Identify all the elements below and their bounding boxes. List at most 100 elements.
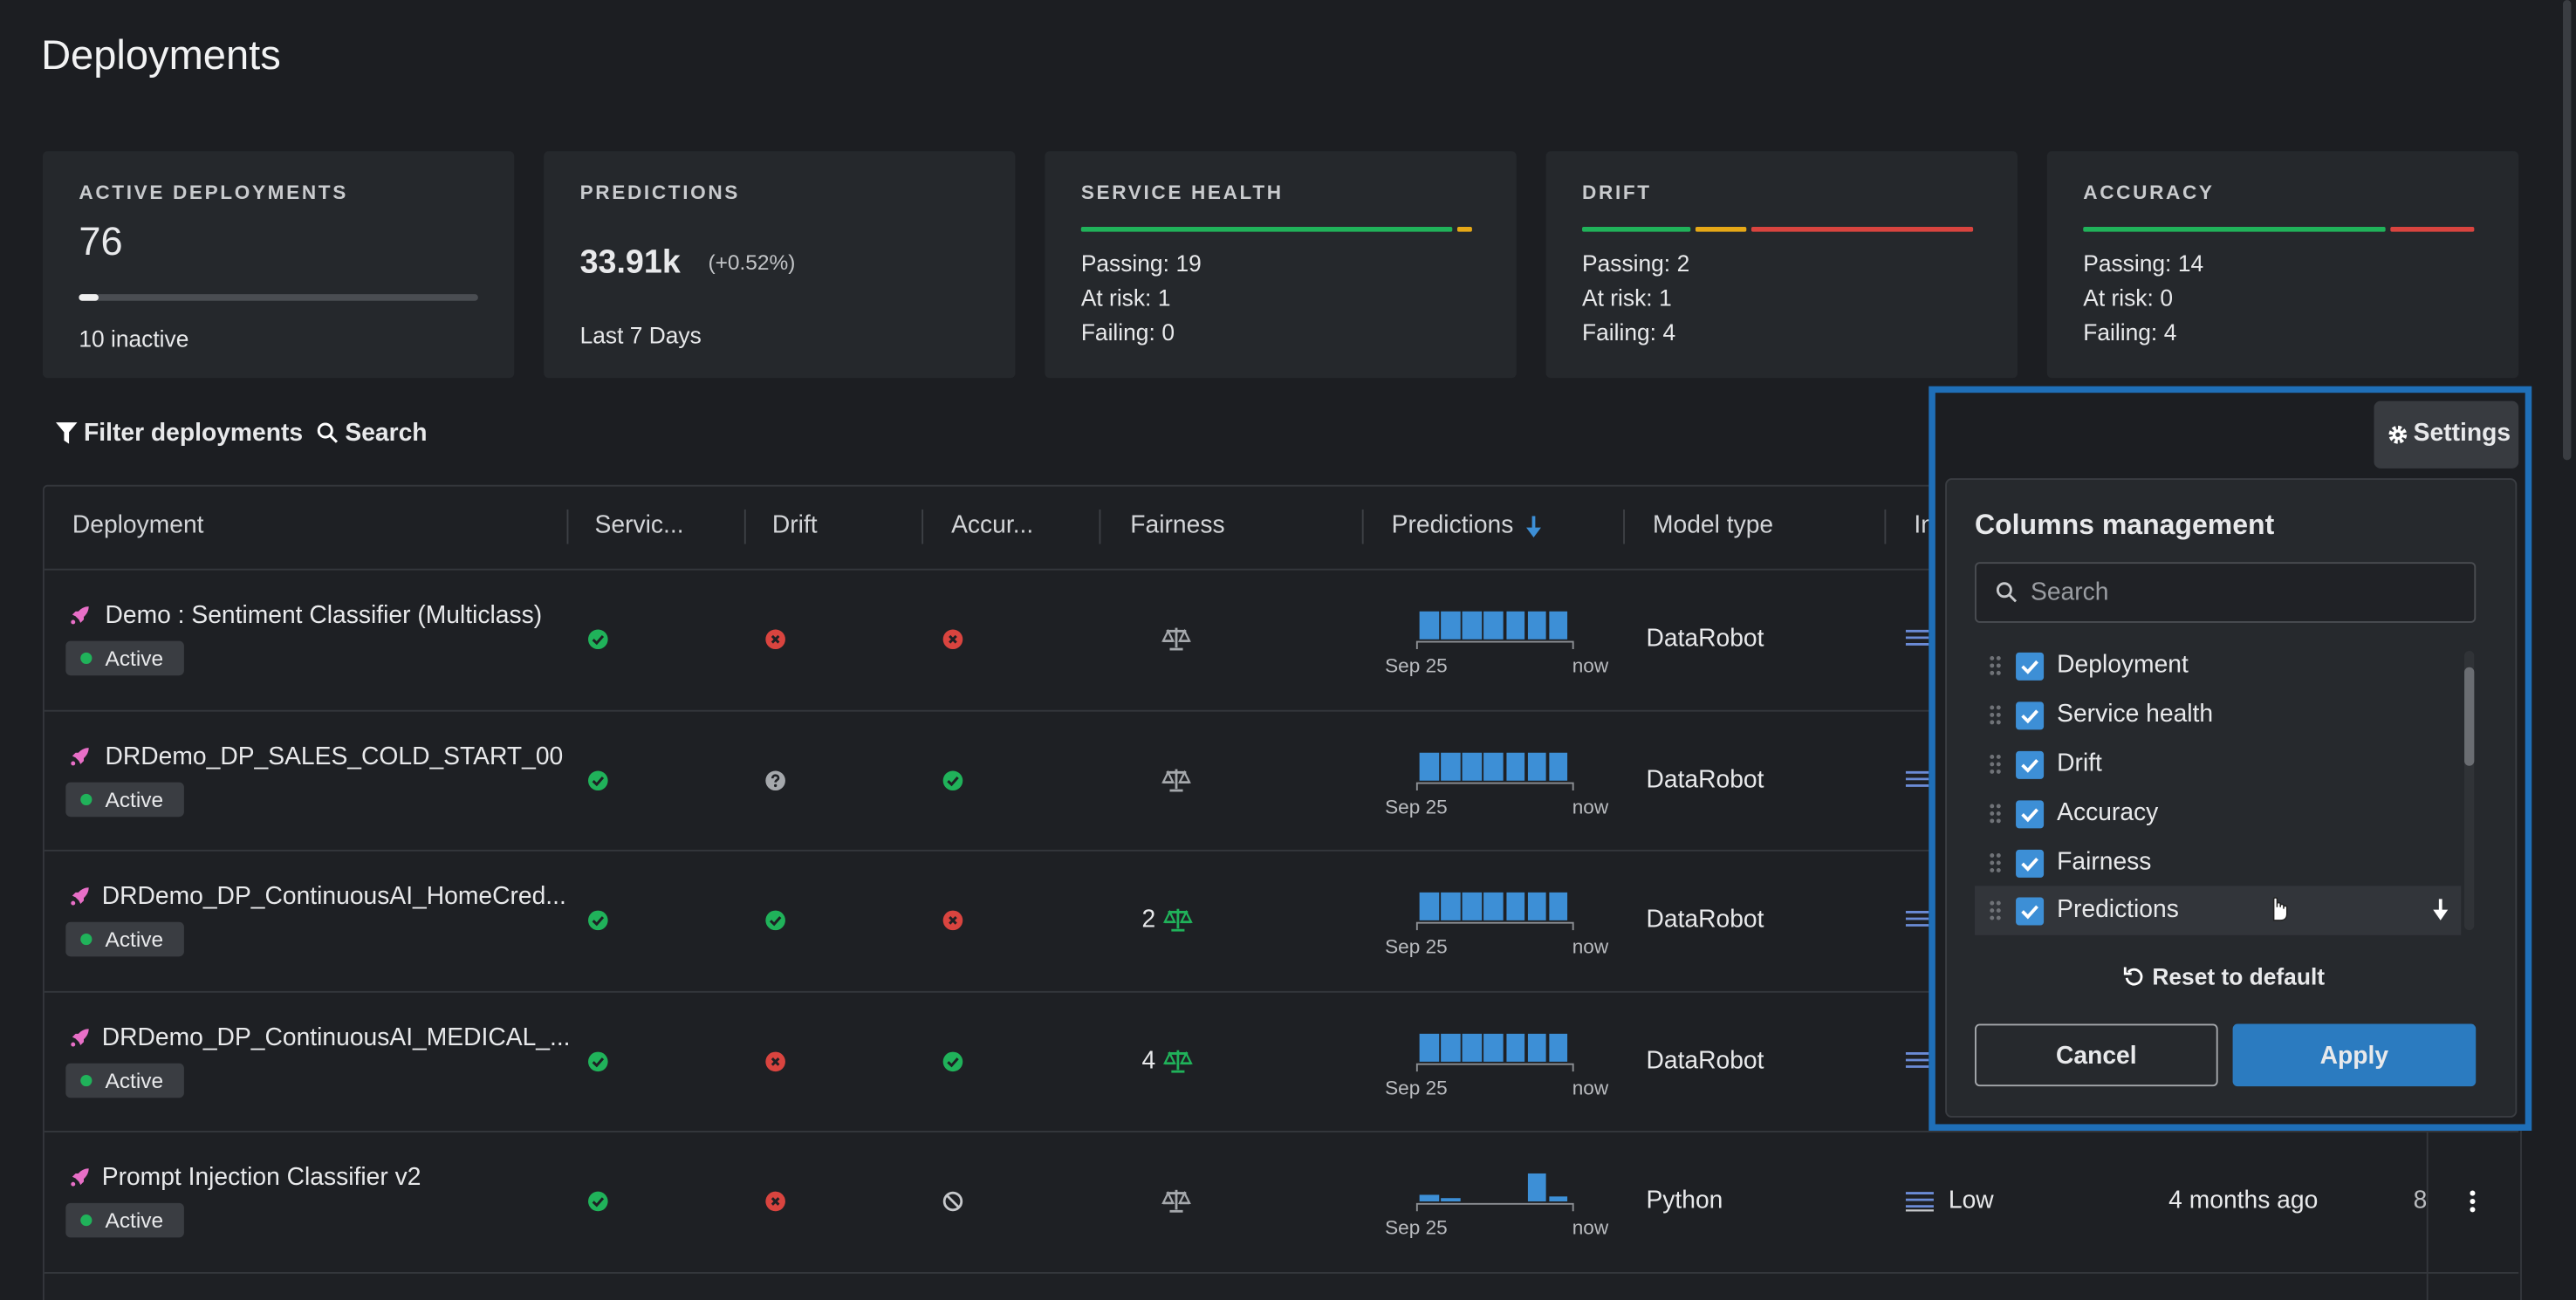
icon-part bbox=[1990, 720, 1995, 725]
sort-arrow bbox=[1526, 516, 1541, 537]
icon-part bbox=[1996, 915, 2001, 920]
health-bar-segment bbox=[1456, 226, 1472, 232]
column-header[interactable]: Model type bbox=[1652, 510, 1774, 539]
column-header[interactable]: Fairness bbox=[1130, 510, 1225, 539]
health-bar-segment bbox=[1695, 226, 1747, 232]
panel-search[interactable]: Search bbox=[1975, 562, 2477, 623]
apply-button[interactable]: Apply bbox=[2232, 1023, 2477, 1087]
filter-button[interactable]: Filter deployments bbox=[84, 419, 304, 448]
sparkline-bar bbox=[1419, 611, 1439, 640]
checkbox[interactable] bbox=[2016, 750, 2045, 779]
fairness-icon bbox=[1163, 908, 1193, 932]
health-count-value: 19 bbox=[1175, 250, 1202, 277]
deployment-name[interactable]: Prompt Injection Classifier v2 bbox=[101, 1163, 421, 1192]
icon-part bbox=[1415, 781, 1574, 790]
summary-card: PREDICTIONS 33.91k (+0.52%) Last 7 Days bbox=[544, 151, 1016, 379]
row-border bbox=[44, 989, 2519, 992]
deployment-name[interactable]: DRDemo_DP_SALES_COLD_START_00 bbox=[105, 742, 564, 770]
column-option[interactable]: Accuracy bbox=[2057, 798, 2159, 827]
health-count-value: 4 bbox=[2163, 318, 2177, 346]
column-option[interactable]: Fairness bbox=[2057, 847, 2152, 877]
icon-part bbox=[1990, 811, 1995, 816]
sparkline-bar bbox=[1549, 751, 1569, 780]
rocket-icon bbox=[71, 606, 89, 625]
sparkline-bar bbox=[1505, 611, 1525, 640]
icon-part bbox=[1905, 1192, 1934, 1208]
fairness-count: 2 bbox=[1141, 905, 1156, 934]
settings-button[interactable]: Settings bbox=[2374, 400, 2519, 469]
status-dot bbox=[80, 1073, 92, 1086]
health-count-label: At risk: bbox=[1582, 284, 1653, 311]
icon-part bbox=[1415, 921, 1574, 931]
column-option[interactable]: Predictions bbox=[2057, 895, 2179, 924]
column-header[interactable]: Predictions bbox=[1391, 510, 1514, 539]
status-dot bbox=[80, 933, 92, 946]
icon-part bbox=[2470, 1198, 2476, 1204]
card-value: 33.91k bbox=[579, 244, 681, 282]
column-option[interactable]: Service health bbox=[2057, 700, 2214, 729]
column-option[interactable]: Deployment bbox=[2057, 650, 2189, 679]
icon-part bbox=[71, 619, 76, 625]
column-option[interactable]: Drift bbox=[2057, 749, 2102, 777]
health-count-value: 1 bbox=[1659, 284, 1672, 311]
icon-part bbox=[2016, 701, 2045, 730]
icon-part bbox=[1990, 915, 1995, 920]
icon-part bbox=[1996, 712, 2001, 717]
sparkline-bar bbox=[1549, 892, 1569, 920]
icon-part bbox=[771, 1197, 780, 1206]
column-header[interactable]: Servic... bbox=[594, 510, 684, 539]
row-menu[interactable] bbox=[2470, 1190, 2477, 1213]
card-label: PREDICTIONS bbox=[579, 181, 741, 204]
health-count-label: Passing: bbox=[1582, 250, 1671, 277]
rocket-icon bbox=[71, 747, 89, 765]
icon-part bbox=[2008, 593, 2018, 603]
icon-part bbox=[1990, 655, 1995, 660]
sparkline-axis bbox=[1415, 640, 1574, 650]
health-count-value: 14 bbox=[2177, 250, 2204, 277]
health-count: Passing: 19 bbox=[1081, 250, 1202, 276]
deployment-name[interactable]: DRDemo_DP_ContinuousAI_MEDICAL_... bbox=[101, 1023, 571, 1051]
cancel-button[interactable]: Cancel bbox=[1975, 1023, 2218, 1087]
column-header[interactable]: Drift bbox=[771, 510, 818, 539]
sparkline-bar bbox=[1463, 892, 1483, 920]
icon-part bbox=[1990, 670, 1995, 675]
health-count: Passing: 14 bbox=[2083, 250, 2203, 276]
icon-part bbox=[592, 916, 605, 927]
card-label: SERVICE HEALTH bbox=[1080, 181, 1284, 204]
reset-button[interactable]: Reset to default bbox=[2123, 963, 2325, 989]
icon-part bbox=[1996, 582, 2012, 599]
status-icon bbox=[942, 1050, 963, 1071]
status-text: Active bbox=[105, 1208, 164, 1233]
status-badge: Active bbox=[65, 781, 184, 817]
sparkline-bar bbox=[1527, 1032, 1547, 1061]
sparkline-start: Sep 25 bbox=[1385, 653, 1448, 678]
column-header[interactable]: Accur... bbox=[951, 510, 1034, 539]
sparkline-bar bbox=[1463, 611, 1483, 640]
health-count: Failing: 4 bbox=[1582, 318, 1675, 345]
model-type: Python bbox=[1646, 1187, 1723, 1215]
checkbox[interactable] bbox=[2016, 652, 2045, 681]
icon-part bbox=[1415, 640, 1574, 650]
rocket-icon bbox=[71, 1028, 89, 1046]
card-period: Last 7 Days bbox=[579, 322, 702, 349]
health-bar-segment bbox=[2391, 226, 2475, 232]
checkbox[interactable] bbox=[2016, 701, 2045, 730]
search-button[interactable]: Search bbox=[345, 419, 428, 448]
sparkline-axis bbox=[1415, 1202, 1574, 1212]
icon-part bbox=[1996, 818, 2001, 824]
deployment-name[interactable]: DRDemo_DP_ContinuousAI_HomeCred... bbox=[101, 882, 566, 911]
status-icon bbox=[765, 910, 785, 931]
icon-part bbox=[1990, 663, 1995, 668]
icon-part bbox=[771, 634, 780, 644]
deployment-name[interactable]: Demo : Sentiment Classifier (Multiclass) bbox=[105, 601, 543, 630]
checkbox[interactable] bbox=[2016, 800, 2045, 829]
column-header[interactable]: Deployment bbox=[72, 510, 204, 539]
health-count: Failing: 4 bbox=[2083, 318, 2176, 345]
sparkline-start: Sep 25 bbox=[1385, 934, 1448, 959]
icon-part bbox=[1996, 769, 2001, 774]
checkbox[interactable] bbox=[2016, 897, 2045, 926]
icon-part bbox=[1996, 705, 2001, 710]
checkbox[interactable] bbox=[2016, 849, 2045, 878]
icon-part bbox=[2021, 660, 2038, 674]
